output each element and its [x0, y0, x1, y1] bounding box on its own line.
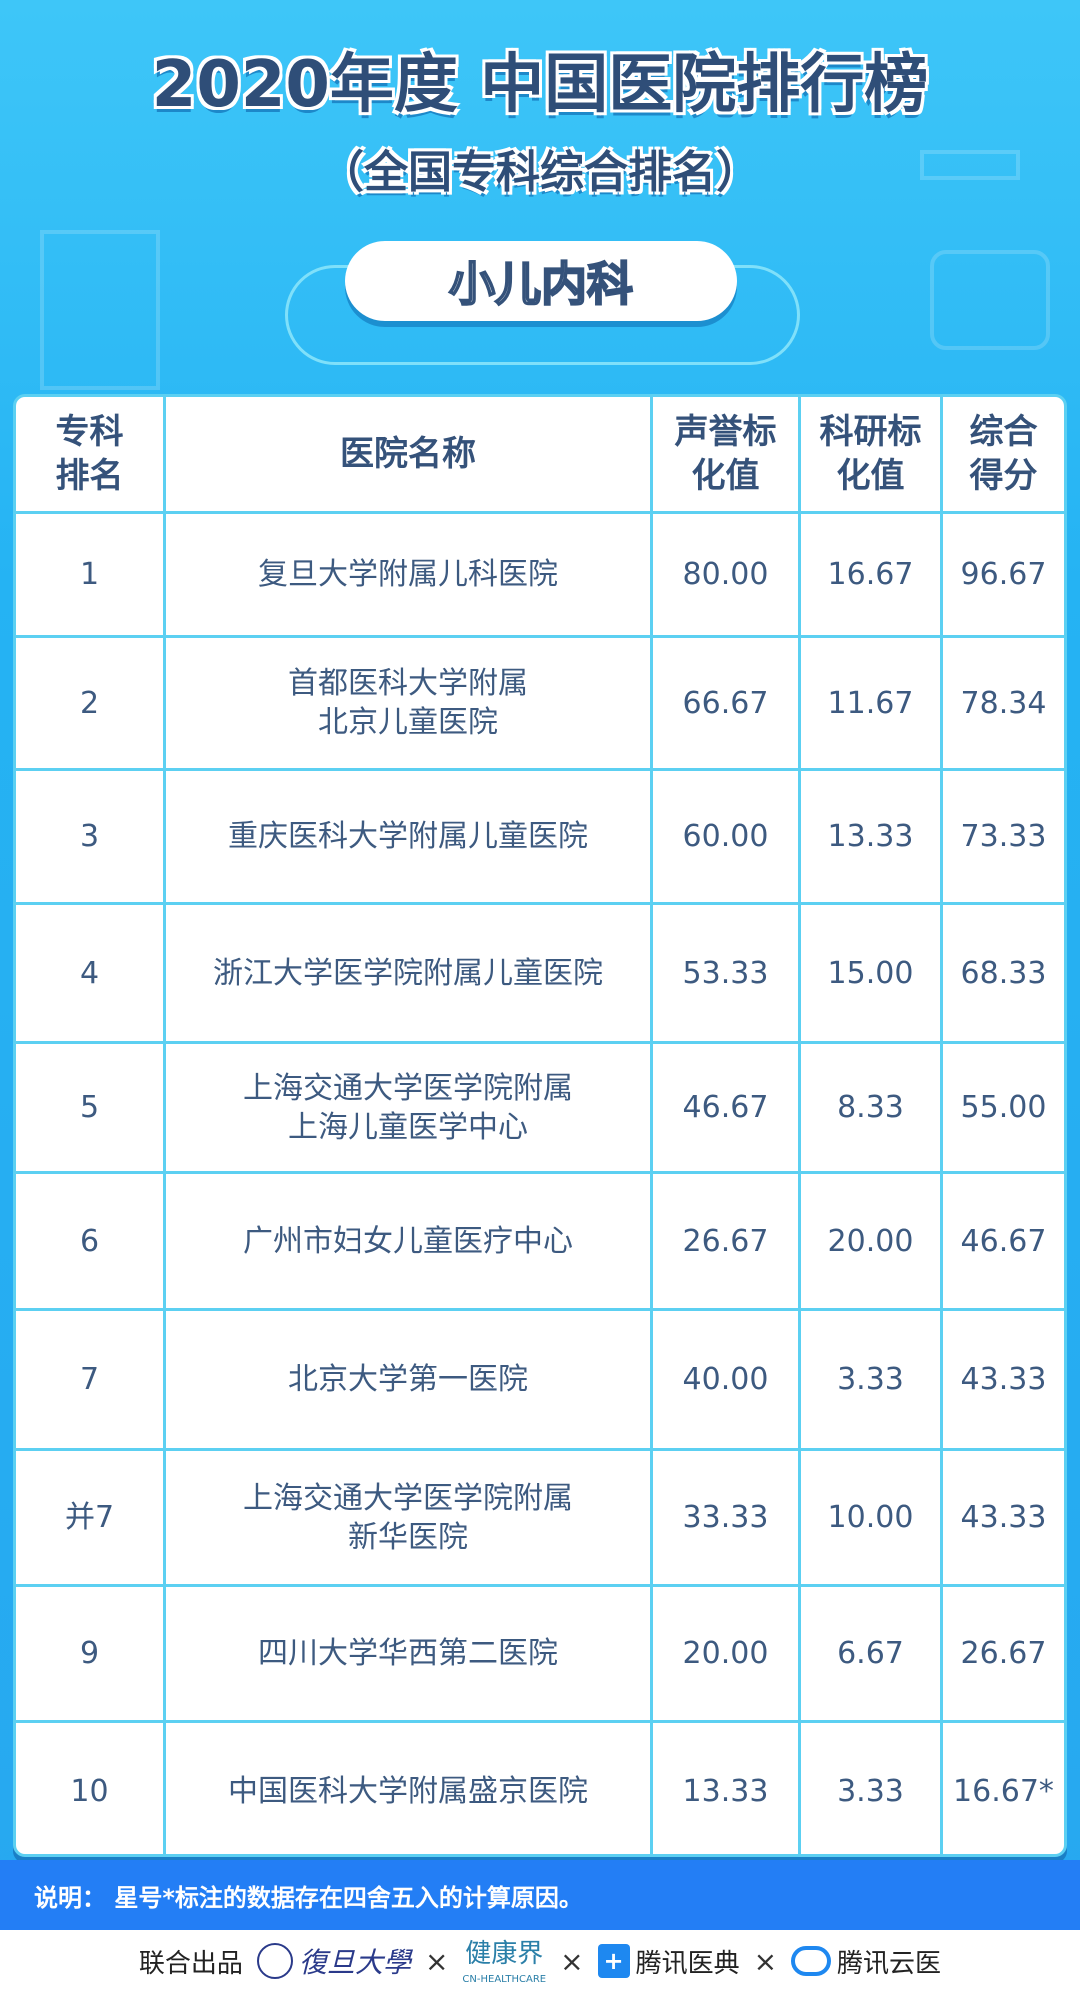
book-plus-icon: + [597, 1944, 630, 1978]
footnote: 说明： 星号*标注的数据存在四舍五入的计算原因。 [0, 1860, 1080, 1930]
cell-research-score: 15.00 [801, 905, 943, 1041]
cell-research-score: 20.00 [801, 1174, 943, 1308]
table-row: 3 重庆医科大学附属儿童医院 60.00 13.33 73.33 [16, 771, 1064, 905]
cell-reputation-score: 33.33 [653, 1451, 801, 1584]
txyy-name: 腾讯云医 [837, 1948, 942, 1979]
cell-reputation-score: 53.33 [653, 905, 801, 1041]
cell-total-score: 55.00 [960, 1090, 1047, 1125]
txyd-name: 腾讯医典 [635, 1948, 740, 1979]
cell-research-score: 3.33 [801, 1311, 943, 1448]
footer: 联合出品 復旦大學 × 健康界 CN-HEALTHCARE × + 腾讯医典 × 腾… [0, 1930, 1080, 1992]
cell-rank: 9 [16, 1587, 166, 1720]
cell-total-score: 46.67 [960, 1223, 1047, 1259]
cell-hospital-name: 中国医科大学附属盛京医院 [166, 1723, 653, 1854]
table-row: 2 首都医科大学附属 北京儿童医院 66.67 11.67 78.34 [16, 638, 1064, 771]
cell-reputation-score: 20.00 [653, 1587, 801, 1720]
cell-hospital-name: 首都医科大学附属 北京儿童医院 [166, 638, 653, 768]
cell-rank: 6 [16, 1174, 166, 1308]
cell-reputation-score: 66.67 [653, 638, 801, 768]
cell-hospital-name: 复旦大学附属儿科医院 [166, 514, 653, 635]
cell-hospital-name: 浙江大学医学院附属儿童医院 [166, 905, 653, 1041]
cell-research-score: 11.67 [801, 638, 943, 768]
cell-hospital-name: 上海交通大学医学院附属 上海儿童医学中心 [166, 1044, 653, 1171]
cell-hospital-name: 重庆医科大学附属儿童医院 [166, 771, 653, 902]
separator: × [424, 1944, 449, 1978]
cell-hospital-name: 北京大学第一医院 [166, 1311, 653, 1448]
cell-rank: 10 [16, 1723, 166, 1854]
cell-research-score: 3.33 [801, 1723, 943, 1854]
tencent-yidian-logo: + 腾讯医典 [597, 1943, 740, 1980]
table-row: 4 浙江大学医学院附属儿童医院 53.33 15.00 68.33 [16, 905, 1064, 1044]
cell-total-score: 43.33 [960, 1500, 1047, 1535]
cell-hospital-name: 广州市妇女儿童医疗中心 [166, 1174, 653, 1308]
header-total-score: 综合 得分 [969, 411, 1038, 496]
separator: × [560, 1944, 584, 1978]
cell-rank: 7 [16, 1311, 166, 1448]
table-row: 10 中国医科大学附属盛京医院 13.33 3.33 16.67* [16, 1723, 1064, 1854]
cell-total-score: 78.34 [960, 685, 1047, 721]
header-reputation-score: 声誉标 化值 [653, 397, 801, 511]
table-row: 并7 上海交通大学医学院附属 新华医院 33.33 10.00 43.33 [16, 1451, 1064, 1587]
table-header-row: 专科 排名 医院名称 声誉标 化值 科研标 化值 综合 得分 [16, 397, 1064, 514]
cell-rank: 5 [16, 1044, 166, 1171]
cell-total-score: 43.33 [960, 1362, 1047, 1397]
cell-research-score: 13.33 [801, 771, 943, 902]
cell-research-score: 10.00 [801, 1451, 943, 1584]
cell-rank: 2 [16, 638, 166, 768]
cell-total-score: 68.33 [960, 955, 1047, 991]
cell-reputation-score: 60.00 [653, 771, 801, 902]
specialty-label: 小儿内科 [345, 241, 737, 321]
cell-rank: 1 [16, 514, 166, 635]
ranking-table: 专科 排名 医院名称 声誉标 化值 科研标 化值 综合 得分 1 复旦大学附属儿科医院 80.… [13, 394, 1067, 1857]
cell-total-score: 96.67 [960, 557, 1047, 592]
cell-hospital-name: 四川大学华西第二医院 [166, 1587, 653, 1720]
table-row: 1 复旦大学附属儿科医院 80.00 16.67 96.67 [16, 514, 1064, 638]
cell-reputation-score: 46.67 [653, 1044, 801, 1171]
fudan-seal-icon [256, 1943, 293, 1979]
separator: × [753, 1944, 778, 1978]
page-title: 2020年度 中国医院排行榜 [151, 48, 929, 122]
jiankangjie-logo: 健康界 CN-HEALTHCARE [462, 1937, 546, 1986]
cell-rank: 3 [16, 771, 166, 902]
table-row: 5 上海交通大学医学院附属 上海儿童医学中心 46.67 8.33 55.00 [16, 1044, 1064, 1174]
cell-rank: 4 [16, 905, 166, 1041]
page-subtitle: （全国专科综合排名） [320, 147, 760, 198]
table-row: 6 广州市妇女儿童医疗中心 26.67 20.00 46.67 [16, 1174, 1064, 1311]
cell-reputation-score: 80.00 [653, 514, 801, 635]
cell-reputation-score: 26.67 [653, 1174, 801, 1308]
cell-research-score: 6.67 [801, 1587, 943, 1720]
cross-icon [920, 150, 1020, 180]
cell-rank: 并7 [16, 1451, 166, 1584]
cloud-icon [791, 1946, 832, 1976]
tencent-yunyi-logo: 腾讯云医 [791, 1943, 941, 1980]
hospital-building-icon [40, 230, 160, 390]
cell-total-score: 16.67* [953, 1774, 1054, 1809]
fudan-name: 復旦大學 [298, 1946, 411, 1979]
cell-hospital-name: 上海交通大学医学院附属 新华医院 [166, 1451, 653, 1584]
footer-label: 联合出品 [138, 1948, 243, 1979]
cell-total-score: 26.67 [960, 1636, 1047, 1671]
cell-reputation-score: 13.33 [653, 1723, 801, 1854]
jkj-en: CN-HEALTHCARE [462, 1973, 547, 1985]
medical-kit-icon [930, 250, 1050, 350]
fudan-logo: 復旦大學 [256, 1941, 411, 1981]
header-research-score: 科研标 化值 [801, 397, 943, 511]
cell-reputation-score: 40.00 [653, 1311, 801, 1448]
header-hospital-name: 医院名称 [166, 397, 653, 511]
table-row: 7 北京大学第一医院 40.00 3.33 43.33 [16, 1311, 1064, 1451]
jkj-name: 健康界 [465, 1938, 544, 1969]
cell-research-score: 8.33 [801, 1044, 943, 1171]
table-row: 9 四川大学华西第二医院 20.00 6.67 26.67 [16, 1587, 1064, 1723]
cell-total-score: 73.33 [960, 819, 1047, 854]
header-rank: 专科 排名 [16, 397, 166, 511]
cell-research-score: 16.67 [801, 514, 943, 635]
